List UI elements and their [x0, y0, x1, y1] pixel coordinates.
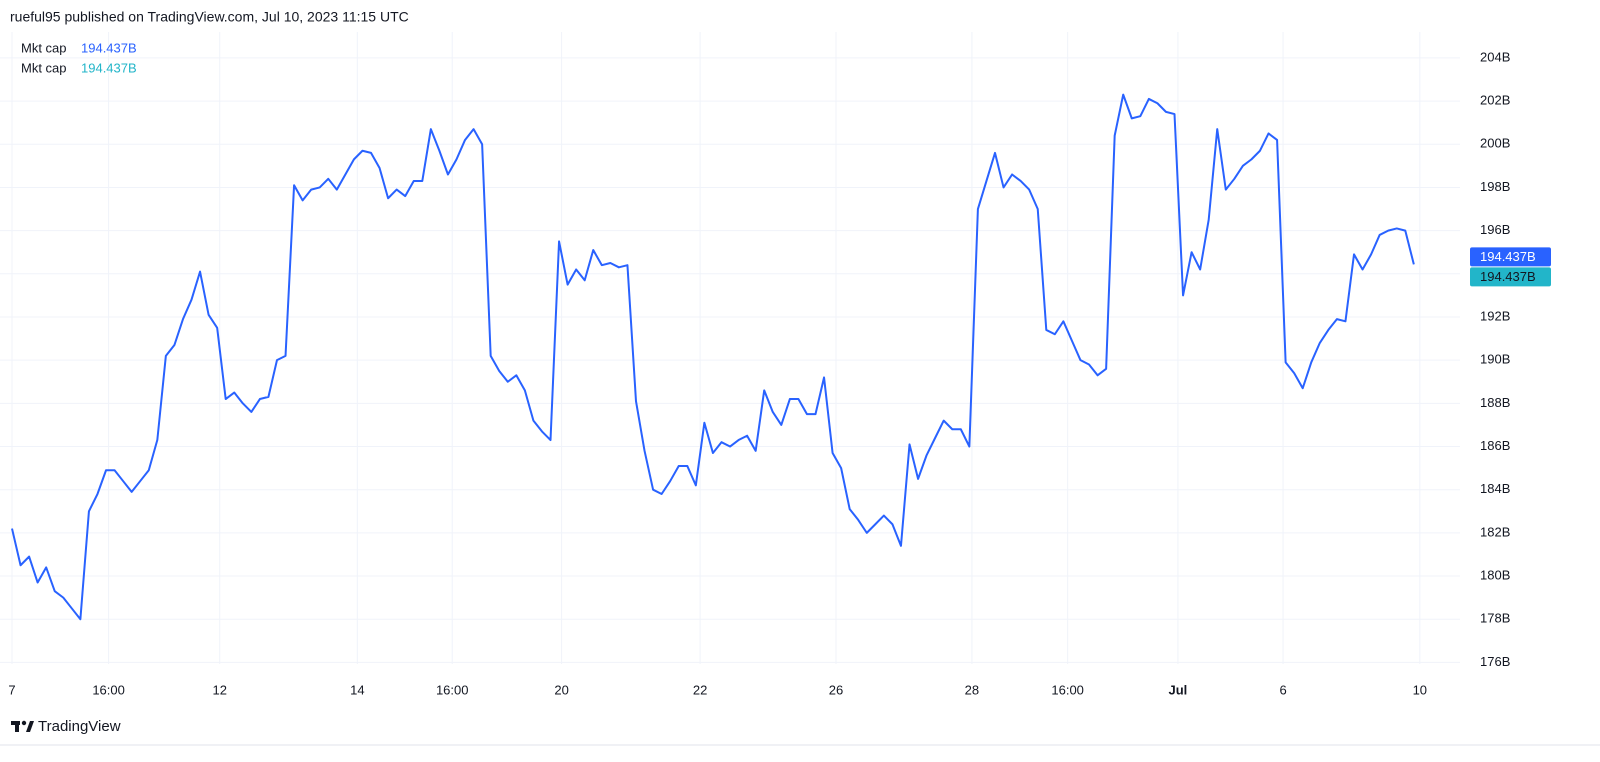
x-tick-label: 6 — [1279, 682, 1286, 697]
legend-name: Mkt cap — [21, 40, 67, 55]
price-tag — [1470, 247, 1551, 267]
footer-brand: TradingView — [38, 718, 121, 735]
x-tick-label: 28 — [965, 682, 979, 697]
y-tick-label: 190B — [1480, 352, 1510, 367]
header: rueful95 published on TradingView.com, J… — [10, 9, 409, 25]
x-tick-label: Jul — [1169, 682, 1188, 697]
y-tick-label: 184B — [1480, 481, 1510, 496]
price-tag-label: 194.437B — [1480, 269, 1536, 284]
y-tick-label: 196B — [1480, 222, 1510, 237]
x-tick-label: 26 — [829, 682, 843, 697]
legend-name: Mkt cap — [21, 60, 67, 75]
x-tick-label: 20 — [554, 682, 568, 697]
legend-value: 194.437B — [81, 60, 137, 75]
price-tag — [1470, 267, 1551, 287]
y-tick-label: 176B — [1480, 654, 1510, 669]
x-tick-label: 22 — [693, 682, 707, 697]
y-tick-label: 192B — [1480, 308, 1510, 323]
y-tick-label: 204B — [1480, 49, 1510, 64]
y-tick-label: 178B — [1480, 611, 1510, 626]
price-tag-label: 194.437B — [1480, 249, 1536, 264]
x-tick-label: 10 — [1413, 682, 1427, 697]
logo — [11, 720, 34, 732]
x-tick-label: 16:00 — [92, 682, 125, 697]
y-tick-label: 186B — [1480, 438, 1510, 453]
y-tick-label: 188B — [1480, 395, 1510, 410]
x-tick-label: 16:00 — [436, 682, 469, 697]
x-tick-label: 7 — [8, 682, 15, 697]
x-tick-label: 16:00 — [1051, 682, 1084, 697]
legend-value: 194.437B — [81, 40, 137, 55]
y-tick-label: 198B — [1480, 179, 1510, 194]
y-tick-label: 200B — [1480, 136, 1510, 151]
x-tick-label: 14 — [350, 682, 364, 697]
x-tick-label: 12 — [212, 682, 226, 697]
y-tick-label: 182B — [1480, 524, 1510, 539]
y-tick-label: 180B — [1480, 567, 1510, 582]
y-tick-label: 202B — [1480, 93, 1510, 108]
line — [11, 93, 1415, 621]
